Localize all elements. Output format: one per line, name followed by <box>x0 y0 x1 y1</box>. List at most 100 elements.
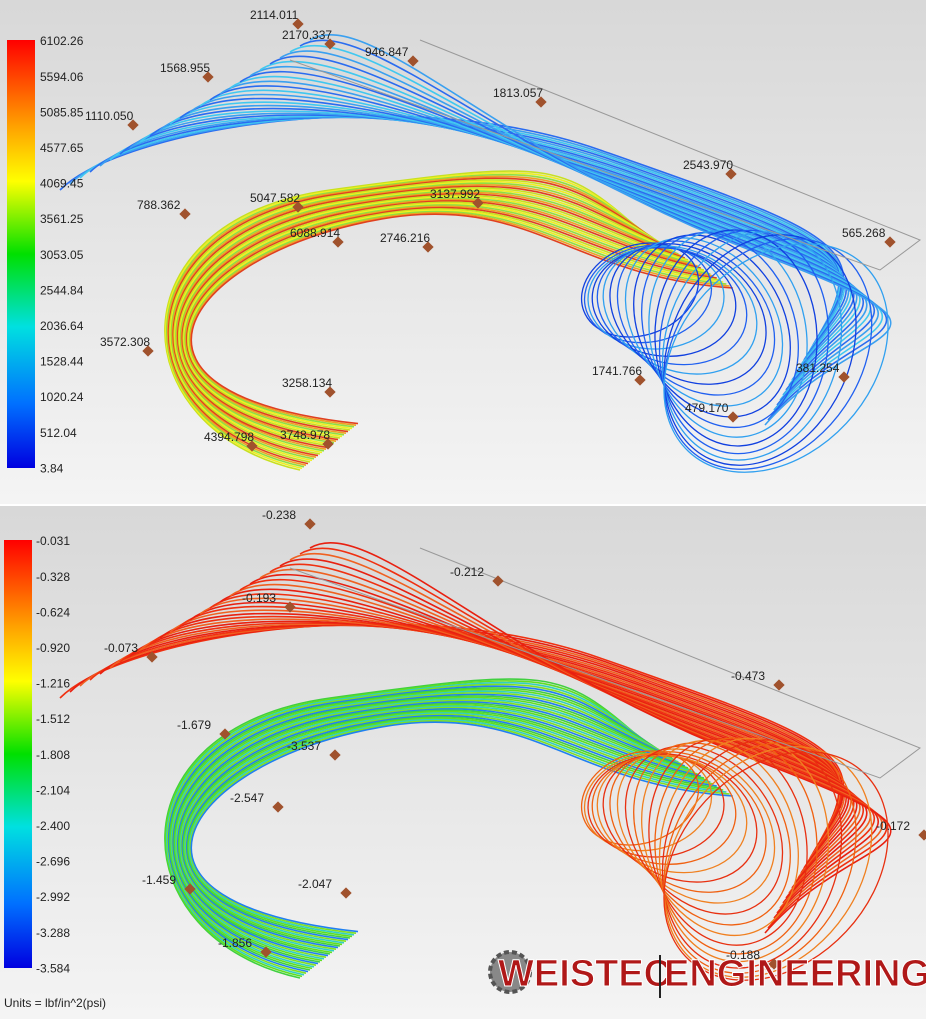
streamline-swirl <box>648 230 808 438</box>
streamline <box>175 190 679 452</box>
streamline <box>209 85 855 376</box>
probe-label: 2543.970 <box>683 158 733 172</box>
probe-marker <box>422 241 434 253</box>
probe-label: -0.473 <box>731 669 765 683</box>
probe-label: -2.547 <box>230 791 264 805</box>
logo-text: ENGINEERING <box>664 953 926 995</box>
probe-marker <box>142 345 154 357</box>
streamline <box>164 170 641 471</box>
legend-label: 512.04 <box>40 426 77 440</box>
streamline <box>185 713 714 942</box>
probe-marker <box>179 208 191 220</box>
probe-label: 946.847 <box>365 45 409 59</box>
probe-marker <box>725 168 737 180</box>
streamline <box>170 182 663 460</box>
streamline <box>289 552 884 924</box>
streamline <box>165 172 644 470</box>
streamline <box>229 75 861 386</box>
probe-marker <box>184 883 196 895</box>
streamline <box>69 115 843 306</box>
streamline <box>249 573 868 904</box>
streamline <box>164 678 641 979</box>
legend-label: 5085.85 <box>40 105 84 119</box>
streamline <box>239 578 865 899</box>
legend-label: -2.104 <box>36 783 70 797</box>
streamline <box>69 623 843 814</box>
probe-marker <box>838 371 850 383</box>
legend-label: -3.584 <box>36 961 70 975</box>
streamline-swirl <box>602 753 758 883</box>
legend-label: 4069.45 <box>40 177 84 191</box>
streamlines <box>59 34 922 981</box>
streamline <box>183 710 708 946</box>
streamline <box>182 709 705 947</box>
streamline-swirl <box>658 229 830 455</box>
streamline <box>176 191 682 450</box>
streamline <box>99 116 840 321</box>
geometry-outline <box>289 39 922 271</box>
streamline <box>179 705 695 952</box>
probe-label: -1.459 <box>142 873 176 887</box>
units-label: Units = lbf/in^2(psi) <box>4 996 106 1010</box>
streamline <box>175 698 679 960</box>
streamline-swirl <box>633 742 791 926</box>
streamline-swirl <box>641 231 799 429</box>
logo-text: WEISTEC <box>498 953 671 995</box>
probe-label: -0.073 <box>104 641 138 655</box>
probe-label: 1813.057 <box>493 86 543 100</box>
legend-label: 3561.25 <box>40 212 84 226</box>
legend-label: 3.84 <box>40 461 64 475</box>
streamline-swirl <box>658 737 830 963</box>
legend-label: -1.808 <box>36 748 70 762</box>
probe-marker <box>884 236 896 248</box>
streamline <box>185 205 714 434</box>
streamline <box>174 188 676 454</box>
streamline <box>173 695 673 963</box>
legend-label: 4577.65 <box>40 141 84 155</box>
streamline <box>239 70 865 391</box>
probe-label: 5047.582 <box>250 191 300 205</box>
streamline-swirl <box>633 234 791 418</box>
streamline-swirl <box>648 738 808 946</box>
streamline <box>188 210 727 428</box>
streamline-swirl <box>654 737 818 955</box>
streamline <box>174 696 676 962</box>
legend-label: 3053.05 <box>40 248 84 262</box>
streamline <box>199 597 852 879</box>
streamline <box>166 683 651 974</box>
streamline <box>172 693 670 965</box>
labels: 6102.26 5594.06 5085.85 4577.65 4069.45 3561.… <box>36 8 926 975</box>
streamline-swirl <box>591 247 737 357</box>
legend-label: -2.400 <box>36 819 70 833</box>
streamline <box>182 201 705 439</box>
streamline <box>219 588 858 889</box>
streamline <box>179 197 695 444</box>
probe-label: 2746.216 <box>380 231 430 245</box>
probe-marker <box>407 55 419 67</box>
probe-label: 6088.914 <box>290 226 340 240</box>
legend-label: -0.624 <box>36 605 70 619</box>
streamline <box>165 173 647 468</box>
streamline <box>180 198 698 442</box>
probe-marker <box>322 438 334 450</box>
probe-label: -3.537 <box>287 739 321 753</box>
streamline <box>181 708 701 949</box>
streamline <box>269 563 875 914</box>
probe-marker <box>292 201 304 213</box>
streamline-swirl <box>596 754 748 874</box>
streamline <box>199 89 852 371</box>
streamline-swirl <box>663 742 857 974</box>
streamline <box>168 687 657 971</box>
streamline <box>187 208 721 431</box>
streamline <box>89 116 841 316</box>
probe-label: 788.362 <box>137 198 181 212</box>
probe-marker <box>329 749 341 761</box>
streamline <box>178 195 692 446</box>
streamline <box>170 690 663 968</box>
probe-marker <box>332 236 344 248</box>
legend-label: 2036.64 <box>40 319 84 333</box>
streamline <box>229 583 861 894</box>
probe-marker <box>219 728 231 740</box>
logo-gear <box>488 950 532 994</box>
